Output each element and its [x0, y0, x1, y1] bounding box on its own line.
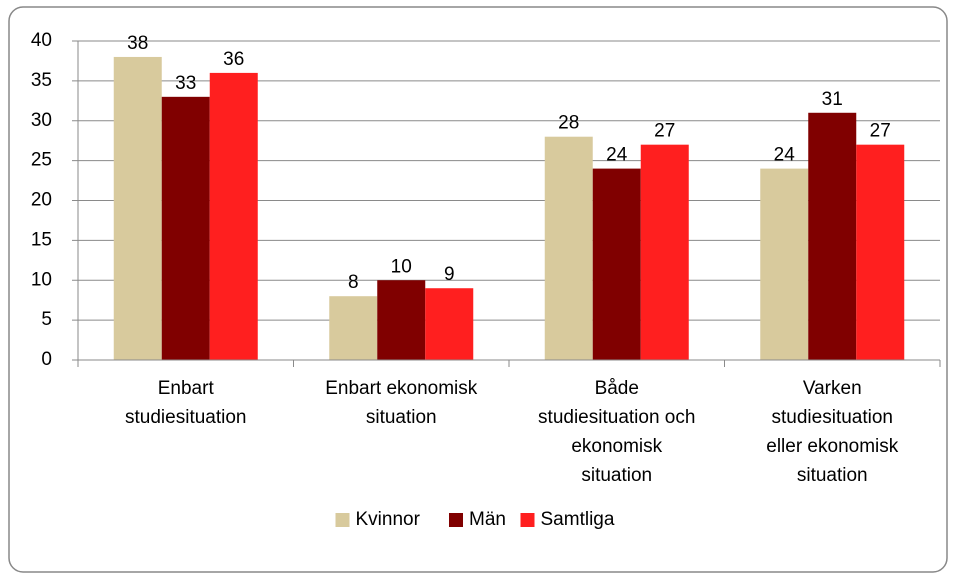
y-tick-label: 35 — [31, 70, 52, 91]
bar — [544, 136, 593, 360]
data-label: 8 — [348, 272, 359, 293]
x-tick-label: studiesituation — [125, 407, 246, 428]
x-tick-label: eller ekonomisk — [766, 436, 898, 457]
bar — [760, 168, 809, 360]
legend-swatch — [449, 513, 463, 527]
legend-swatch — [520, 513, 535, 527]
data-label: 24 — [606, 145, 628, 166]
bar — [808, 112, 857, 361]
data-label: 31 — [822, 89, 843, 110]
bar — [377, 280, 426, 360]
y-tick-label: 40 — [31, 30, 52, 51]
x-tick-label: ekonomisk — [571, 436, 662, 457]
data-label: 10 — [391, 256, 412, 277]
legend-swatch — [335, 513, 350, 527]
y-tick-label: 25 — [31, 150, 52, 171]
bar — [856, 144, 905, 360]
data-label: 27 — [654, 121, 675, 142]
legend-label: Samtliga — [541, 509, 615, 530]
legend-label: Män — [469, 509, 506, 530]
x-tick-label: Både — [595, 378, 639, 399]
x-tick-label: studiesituation och — [538, 407, 695, 428]
y-tick-label: 30 — [31, 110, 52, 131]
bar — [640, 144, 689, 360]
y-tick-label: 10 — [31, 269, 52, 290]
x-tick-label: studiesituation — [772, 407, 893, 428]
bar — [425, 288, 474, 360]
bar — [329, 296, 378, 360]
y-tick-label: 20 — [31, 190, 52, 211]
x-tick-label: situation — [797, 465, 868, 486]
data-label: 27 — [870, 121, 891, 142]
bar — [161, 96, 210, 360]
bar — [113, 56, 162, 360]
data-label: 38 — [127, 33, 148, 54]
data-label: 33 — [175, 73, 196, 94]
x-tick-label: Enbart ekonomisk — [325, 378, 478, 399]
y-tick-label: 5 — [41, 309, 52, 330]
x-tick-label: Varken — [803, 378, 862, 399]
data-label: 28 — [558, 113, 579, 134]
data-label: 9 — [444, 264, 455, 285]
x-tick-label: situation — [581, 465, 652, 486]
y-tick-label: 15 — [31, 229, 52, 250]
data-label: 36 — [223, 49, 244, 70]
x-tick-label: Enbart — [158, 378, 215, 399]
y-tick-label: 0 — [41, 349, 52, 370]
bar — [592, 168, 641, 360]
bar — [209, 72, 258, 361]
data-label: 24 — [774, 145, 796, 166]
legend-label: Kvinnor — [356, 509, 421, 530]
x-tick-label: situation — [366, 407, 437, 428]
